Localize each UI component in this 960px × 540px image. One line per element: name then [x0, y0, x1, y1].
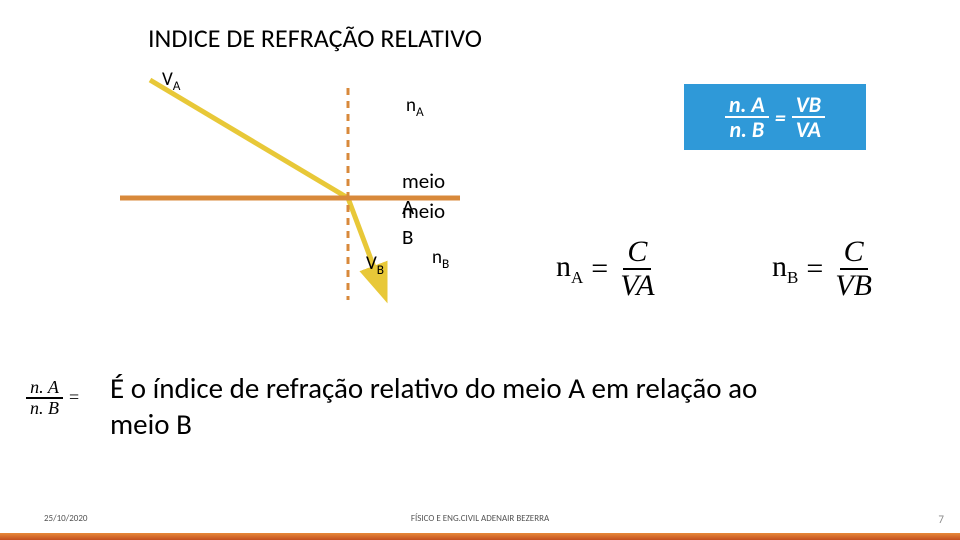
label-meio-b: meio B: [402, 198, 460, 250]
formula-lhs-num: n. A: [725, 93, 769, 118]
slide-number: 7: [938, 513, 944, 526]
refracted-ray: [348, 198, 384, 294]
formula-ratio-box: n. A n. B = VB VA: [684, 84, 866, 150]
sentence-text: É o índice de refração relativo do meio …: [110, 370, 757, 443]
label-nb: nB: [432, 246, 449, 272]
ratio-den: n. B: [26, 399, 63, 418]
slide-title: INDICE DE REFRAÇÃO RELATIVO: [148, 22, 482, 54]
eq-na-num: C: [623, 236, 651, 270]
eq-nb-den: VB: [831, 270, 876, 302]
label-va: VA: [162, 68, 180, 94]
equation-na: nA = C VA: [556, 236, 659, 301]
footer-gradient: [0, 533, 960, 540]
ratio-equals: =: [69, 387, 79, 408]
formula-rhs-num: VB: [792, 93, 825, 118]
eq-na-den: VA: [616, 270, 658, 302]
equation-nb: nB = C VB: [772, 236, 876, 301]
formula-lhs-den: n. B: [725, 118, 768, 141]
footer: [0, 526, 960, 540]
sentence-line1: É o índice de refração relativo do meio …: [110, 370, 757, 406]
label-na: nA: [406, 94, 424, 120]
label-vb: VB: [366, 252, 384, 278]
incident-ray: [150, 80, 348, 198]
sentence-line2: meio B: [110, 406, 757, 442]
refraction-diagram: VA nA meio A meio B VB nB: [120, 70, 460, 300]
eq-nb-num: C: [840, 236, 868, 270]
footer-center: FÍSICO E ENG.CIVIL ADENAIR BEZERRA: [0, 513, 960, 524]
ratio-num: n. A: [26, 378, 63, 399]
equation-ratio-small: n. A n. B =: [26, 378, 79, 418]
formula-rhs-den: VA: [792, 118, 825, 141]
